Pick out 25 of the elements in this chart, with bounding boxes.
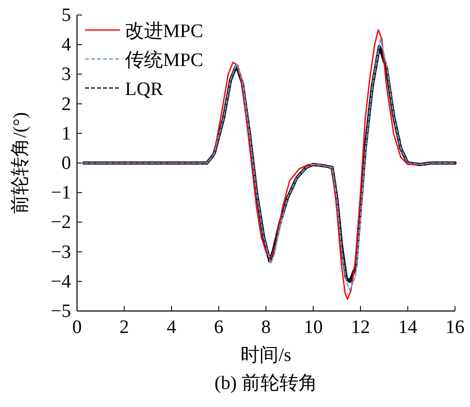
y-tick-label: 1 xyxy=(62,123,71,144)
y-tick-label: −2 xyxy=(50,212,71,234)
y-tick-label: −4 xyxy=(50,271,72,292)
x-tick-label: 6 xyxy=(214,317,224,338)
y-tick-label: 0 xyxy=(62,153,71,174)
y-axis-title: 前轮转角/(°) xyxy=(10,112,31,214)
legend-label: 改进MPC xyxy=(125,21,204,42)
y-tick-label: −5 xyxy=(50,301,71,322)
y-tick-label: −3 xyxy=(50,242,71,263)
x-tick-label: 8 xyxy=(261,317,271,338)
x-tick-label: 16 xyxy=(446,317,464,338)
x-tick-label: 2 xyxy=(120,317,129,338)
y-tick-label: 5 xyxy=(62,5,71,26)
x-tick-label: 4 xyxy=(166,317,177,338)
legend-label: 传统MPC xyxy=(125,50,204,71)
y-tick-label: −1 xyxy=(50,182,71,204)
x-axis-title: 时间/s xyxy=(240,345,292,366)
x-tick-label: 10 xyxy=(304,317,323,338)
x-tick-label: 14 xyxy=(398,317,418,338)
x-tick-label: 12 xyxy=(351,317,370,338)
legend-label: LQR xyxy=(125,79,164,100)
y-tick-label: 3 xyxy=(62,64,71,86)
text: (b) 前轮转角 xyxy=(214,373,318,394)
y-tick-label: 2 xyxy=(62,94,71,115)
y-tick-label: 4 xyxy=(62,34,72,56)
